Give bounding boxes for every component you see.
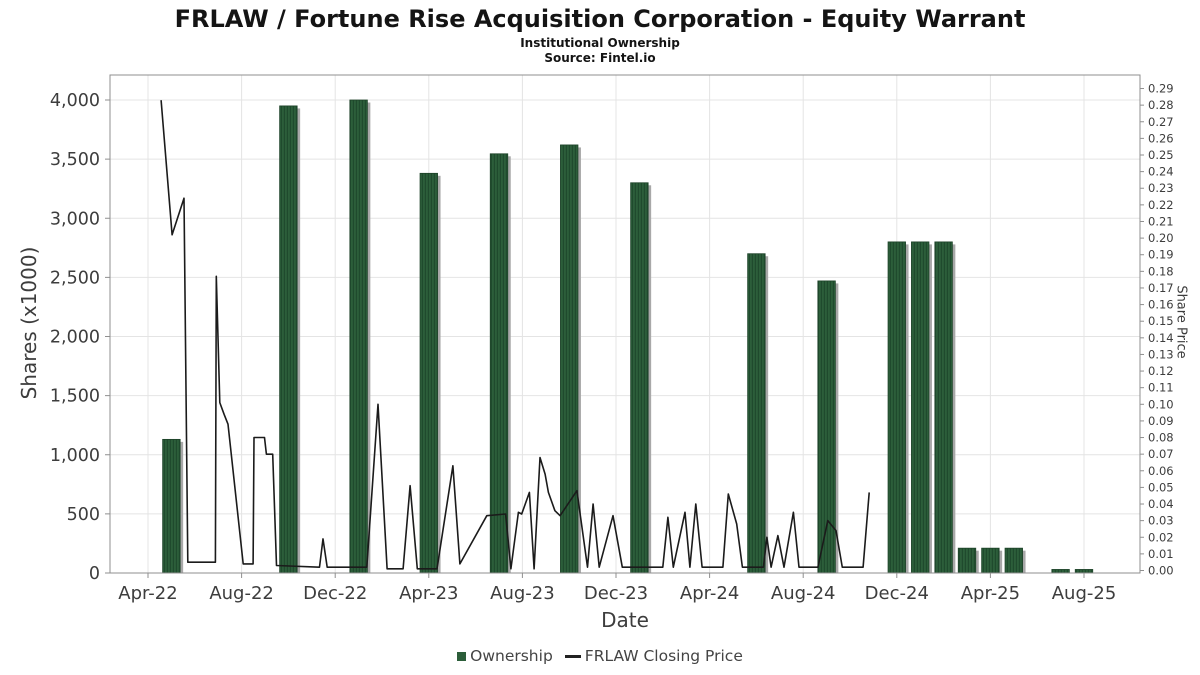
ownership-bar-Jan-24	[630, 182, 649, 574]
ownership-bar-Oct-23	[560, 144, 579, 574]
right-tick-label: 0.27	[1148, 115, 1174, 129]
right-tick-label: 0.24	[1148, 165, 1174, 179]
ownership-bar-Apr-23	[419, 172, 438, 574]
right-tick-label: 0.03	[1148, 514, 1174, 528]
ownership-bar-Oct-22	[279, 105, 298, 574]
right-tick-label: 0.08	[1148, 431, 1174, 445]
right-tick-label: 0.09	[1148, 414, 1174, 428]
left-axis-title: Shares (x1000)	[17, 246, 41, 400]
right-tick-label: 0.15	[1148, 314, 1174, 328]
left-tick-label: 3,000	[50, 209, 100, 229]
x-tick-label: Apr-25	[961, 583, 1020, 604]
ownership-bar-Mar-25	[957, 547, 977, 574]
right-tick-label: 0.22	[1148, 198, 1174, 212]
right-tick-label: 0.10	[1148, 397, 1174, 411]
price-legend-line-icon	[564, 654, 581, 658]
x-tick-label: Apr-24	[680, 583, 739, 604]
right-tick-label: 0.25	[1148, 148, 1174, 162]
left-tick-label: 2,500	[50, 268, 100, 288]
closing-price-line	[160, 100, 870, 570]
right-tick-label: 0.20	[1148, 231, 1174, 245]
left-tick-label: 1,000	[50, 446, 100, 466]
left-tick-label: 3,500	[50, 150, 100, 170]
right-tick-label: 0.16	[1148, 298, 1174, 312]
x-tick-label: Apr-23	[399, 583, 458, 604]
right-tick-label: 0.13	[1148, 347, 1174, 361]
ownership-bar-Dec-24	[887, 241, 906, 574]
right-tick-label: 0.19	[1148, 248, 1174, 262]
chart-source: Source: Fintel.io	[544, 51, 656, 65]
left-tick-label: 0	[89, 564, 100, 584]
plot-border	[109, 74, 1141, 574]
x-axis-title: Date	[601, 608, 649, 632]
ownership-bar-Aug-25	[1074, 569, 1094, 574]
legend: Ownership FRLAW Closing Price	[0, 647, 1200, 665]
left-tick-label: 2,000	[50, 328, 100, 348]
page-title: FRLAW / Fortune Rise Acquisition Corpora…	[174, 5, 1026, 33]
right-tick-label: 0.04	[1148, 497, 1174, 511]
right-tick-label: 0.26	[1148, 131, 1174, 145]
right-tick-label: 0.23	[1148, 181, 1174, 195]
ownership-bar-Jul-23	[489, 153, 509, 574]
ownership-bar-Jul-25	[1051, 569, 1070, 574]
x-tick-label: Dec-22	[303, 583, 367, 604]
ownership-bar-Jan-25	[911, 241, 930, 574]
right-tick-label: 0.14	[1148, 331, 1174, 345]
ownership-bar-Jan-23	[349, 99, 368, 574]
left-tick-label: 500	[67, 505, 100, 525]
price-legend-label: FRLAW Closing Price	[584, 647, 743, 665]
x-tick-label: Apr-22	[118, 583, 177, 604]
ownership-legend-swatch-icon	[457, 651, 467, 661]
right-tick-label: 0.00	[1148, 564, 1174, 578]
right-tick-label: 0.06	[1148, 464, 1174, 478]
right-tick-label: 0.29	[1148, 82, 1174, 96]
right-tick-label: 0.07	[1148, 447, 1174, 461]
chart-canvas: 0 500 1,000 1,500 2,000 2,500 3,000 3,500 4,000 0…	[50, 74, 1174, 604]
right-tick-label: 0.01	[1148, 547, 1174, 561]
x-tick-label: Dec-23	[584, 583, 648, 604]
right-tick-label: 0.21	[1148, 214, 1174, 228]
right-tick-label: 0.11	[1148, 381, 1174, 395]
ownership-bar-Jun-24	[747, 253, 766, 574]
right-tick-label: 0.18	[1148, 264, 1174, 278]
x-tick-label: Aug-25	[1052, 583, 1117, 604]
x-tick-label: Aug-22	[209, 583, 274, 604]
x-tick-label: Dec-24	[865, 583, 929, 604]
ownership-legend-label: Ownership	[470, 647, 553, 665]
ownership-bar-May-25	[1004, 547, 1023, 574]
right-tick-label: 0.05	[1148, 480, 1174, 494]
right-tick-label: 0.28	[1148, 98, 1174, 112]
x-tick-label: Aug-24	[771, 583, 836, 604]
right-tick-label: 0.12	[1148, 364, 1174, 378]
right-axis-title: Share Price	[1173, 285, 1189, 359]
right-tick-label: 0.17	[1148, 281, 1174, 295]
right-tick-label: 0.02	[1148, 530, 1174, 544]
ownership-bar-Feb-25	[934, 241, 953, 574]
ownership-bar-May-22	[162, 438, 181, 574]
chart-subtitle: Institutional Ownership	[520, 36, 680, 50]
left-tick-label: 1,500	[50, 387, 100, 407]
x-tick-label: Aug-23	[490, 583, 555, 604]
left-tick-label: 4,000	[50, 91, 100, 111]
ownership-bar-Apr-25	[981, 547, 1000, 574]
